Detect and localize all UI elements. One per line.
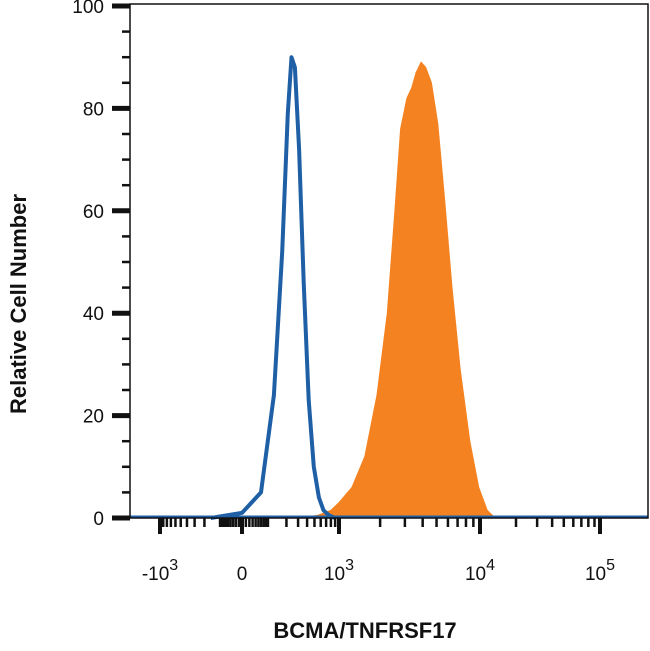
- x-axis-title: BCMA/TNFRSF17: [273, 618, 456, 643]
- isotype-histogram-line: [210, 55, 336, 520]
- axis-labels: 0 20 40 60 80 100 -103 0 103 104 105 BCMA/TNFRSF17 R…: [6, 0, 615, 643]
- x-tick-label: 105: [585, 557, 615, 585]
- x-tick-label: 104: [465, 557, 495, 585]
- y-tick-label: 80: [83, 99, 104, 120]
- x-tick-label: 103: [324, 557, 354, 585]
- y-tick-label: 40: [83, 304, 104, 325]
- y-axis-title: Relative Cell Number: [6, 194, 31, 415]
- x-tick-label: 0: [237, 564, 248, 585]
- y-tick-label: 60: [83, 202, 104, 223]
- plot-area: [130, 55, 648, 520]
- x-tick-label: -103: [142, 557, 178, 585]
- y-tick-label: 0: [93, 509, 104, 530]
- axes: [112, 3, 649, 534]
- y-tick-label: 100: [72, 0, 104, 18]
- sample-histogram-area: [298, 61, 502, 519]
- y-tick-label: 20: [83, 407, 104, 428]
